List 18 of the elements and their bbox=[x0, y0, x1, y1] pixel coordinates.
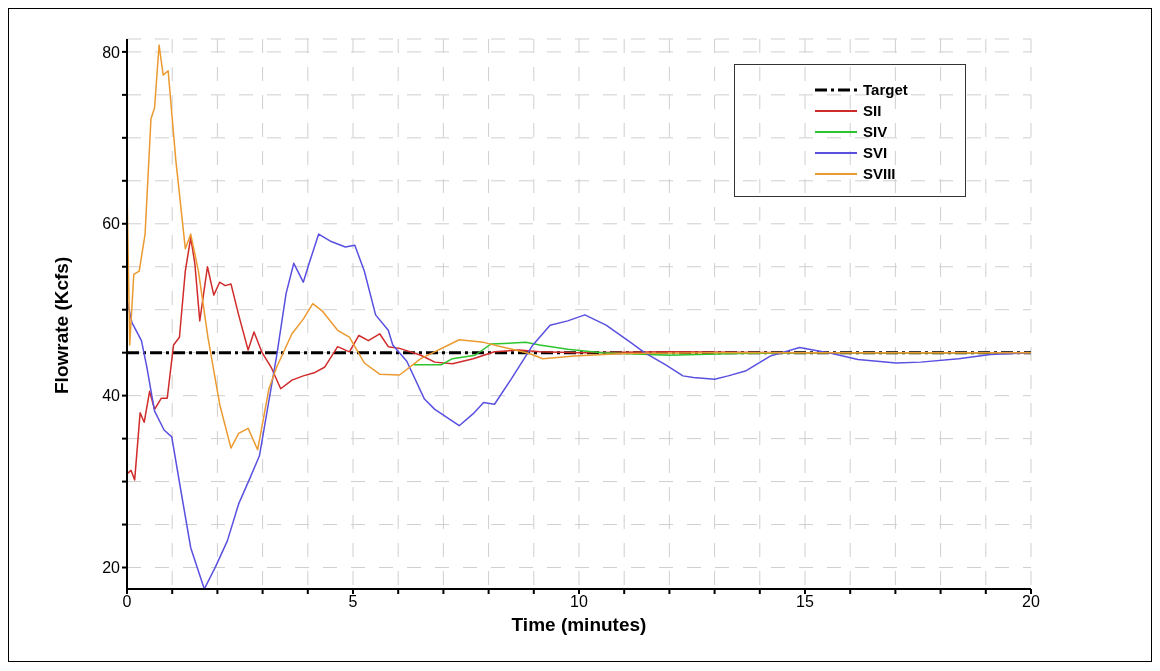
x-tick-label: 5 bbox=[348, 593, 358, 611]
legend-label: Target bbox=[863, 81, 908, 98]
legend-label: SVIII bbox=[863, 165, 896, 182]
x-axis-title: Time (minutes) bbox=[511, 614, 647, 635]
legend-label: SIV bbox=[863, 123, 888, 140]
legend-label: SII bbox=[863, 102, 882, 119]
y-tick-label: 60 bbox=[102, 215, 121, 233]
x-tick-label: 0 bbox=[122, 593, 132, 611]
frame-outline: 0 5 10 15 20 Time (minutes) 20 40 60 80 Flowrate (Kcfs) Target SII SIV SVI SVIII bbox=[8, 8, 1152, 662]
y-tick-label: 80 bbox=[102, 43, 121, 61]
x-tick-label: 20 bbox=[1022, 593, 1040, 611]
y-axis-title: Flowrate (Kcfs) bbox=[50, 256, 72, 394]
x-tick-label: 10 bbox=[570, 593, 588, 611]
y-tick-label: 40 bbox=[102, 387, 121, 405]
y-tick-label: 20 bbox=[102, 559, 121, 577]
line-series bbox=[127, 44, 1031, 451]
legend-label: SVI bbox=[863, 144, 888, 161]
x-tick-label: 15 bbox=[796, 593, 814, 611]
